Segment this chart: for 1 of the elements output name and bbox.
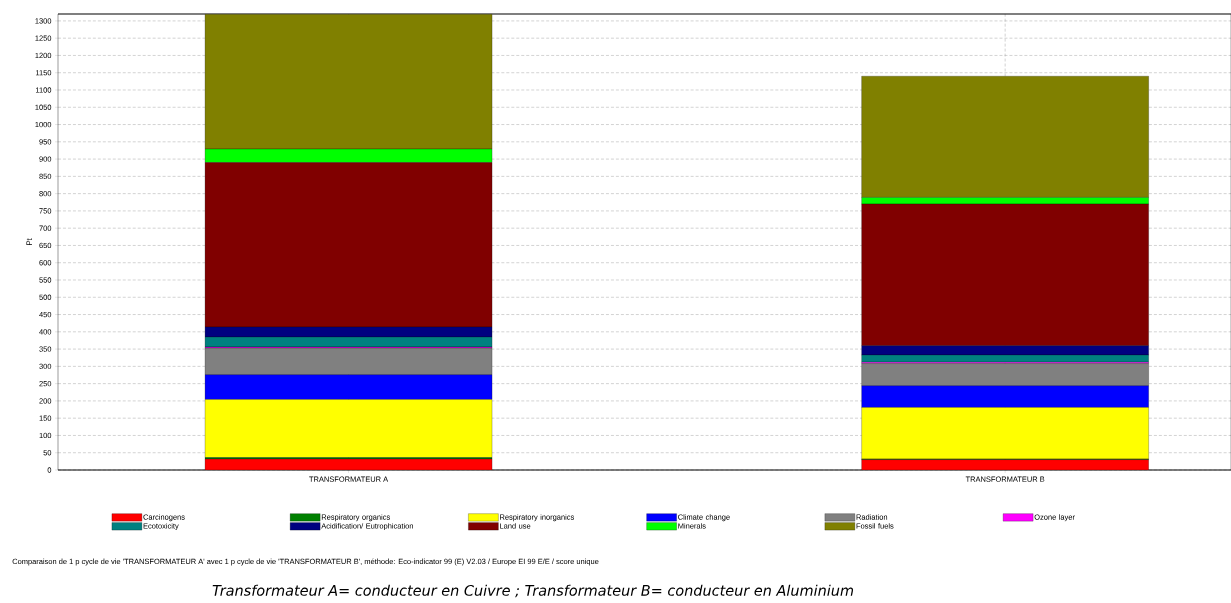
text: Transformateur A= conducteur en Cuivre ; Transformateur B= conducteur en Aluminium — [212, 584, 854, 598]
